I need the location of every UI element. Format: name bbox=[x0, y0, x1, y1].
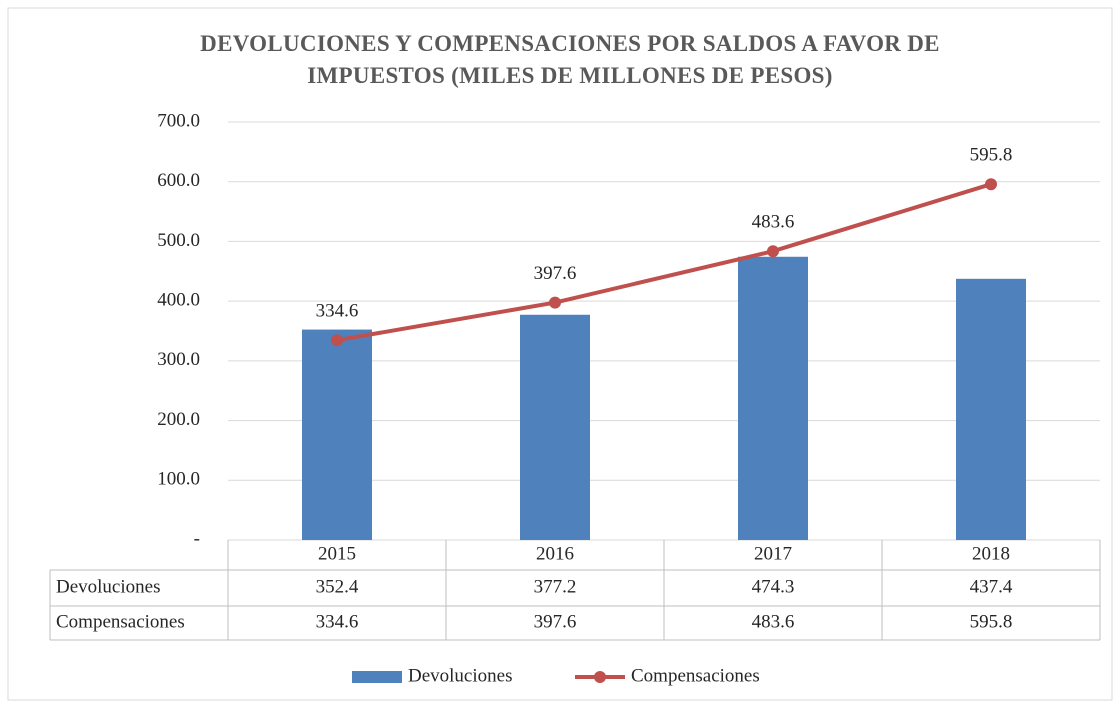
y-tick-label: - bbox=[194, 528, 200, 549]
line-marker bbox=[549, 296, 561, 309]
y-tick-label: 600.0 bbox=[157, 170, 200, 191]
legend-label: Compensaciones bbox=[631, 665, 760, 686]
legend-swatch bbox=[594, 671, 606, 683]
table-row-header: Compensaciones bbox=[56, 611, 185, 632]
data-label: 483.6 bbox=[752, 212, 795, 233]
y-tick-label: 700.0 bbox=[157, 110, 200, 131]
y-tick-label: 300.0 bbox=[157, 349, 200, 370]
bar bbox=[302, 329, 372, 540]
table-cell: 352.4 bbox=[316, 576, 359, 597]
table-cell: 397.6 bbox=[534, 611, 577, 632]
bar bbox=[956, 278, 1026, 540]
data-label: 595.8 bbox=[970, 145, 1013, 166]
y-tick-label: 200.0 bbox=[157, 409, 200, 430]
data-label: 334.6 bbox=[316, 301, 359, 322]
chart-title: DEVOLUCIONES Y COMPENSACIONES POR SALDOS… bbox=[200, 31, 940, 88]
legend-label: Devoluciones bbox=[408, 665, 512, 686]
x-tick-label: 2015 bbox=[318, 543, 356, 564]
table-cell: 437.4 bbox=[970, 576, 1013, 597]
bar bbox=[520, 314, 590, 540]
y-tick-label: 100.0 bbox=[157, 469, 200, 490]
table-cell: 483.6 bbox=[752, 611, 795, 632]
legend-swatch bbox=[352, 671, 402, 683]
x-tick-label: 2016 bbox=[536, 543, 574, 564]
y-tick-label: 400.0 bbox=[157, 290, 200, 311]
x-tick-label: 2017 bbox=[754, 543, 792, 564]
table-cell: 377.2 bbox=[534, 576, 577, 597]
table-row-header: Devoluciones bbox=[56, 576, 160, 597]
chart-border bbox=[7, 7, 1113, 701]
x-tick-label: 2018 bbox=[972, 543, 1010, 564]
table-cell: 474.3 bbox=[752, 576, 795, 597]
data-label: 397.6 bbox=[534, 263, 577, 284]
bar bbox=[738, 256, 808, 540]
line-marker bbox=[331, 334, 343, 347]
table-cell: 334.6 bbox=[316, 611, 359, 632]
y-tick-label: 500.0 bbox=[157, 230, 200, 251]
line-marker bbox=[767, 245, 779, 258]
table-cell: 595.8 bbox=[970, 611, 1013, 632]
line-marker bbox=[985, 178, 997, 191]
line bbox=[336, 182, 992, 343]
